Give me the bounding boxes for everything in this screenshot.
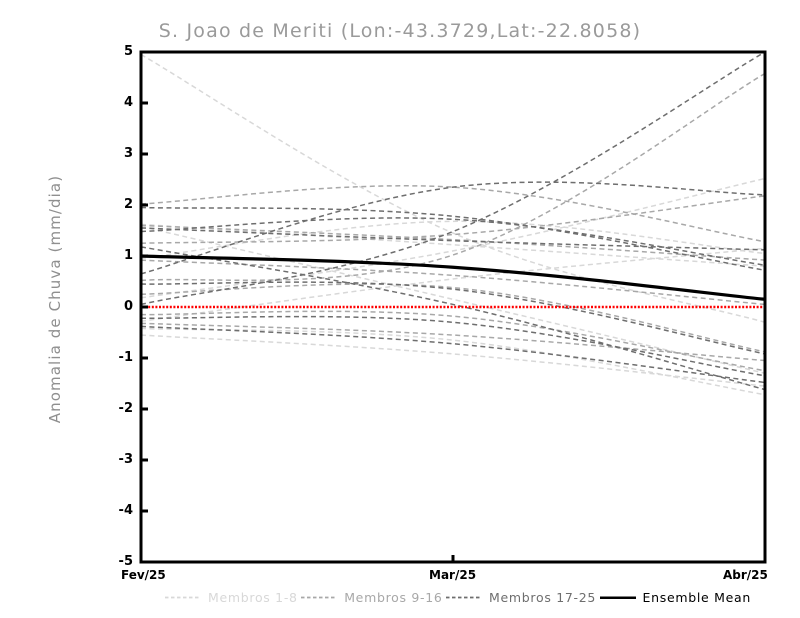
legend-item: Membros 9-16 bbox=[301, 590, 442, 605]
chart-legend: Membros 1-8 Membros 9-16 Membros 17-25 Ense… bbox=[141, 586, 765, 608]
legend-item: Membros 1-8 bbox=[165, 590, 298, 605]
legend-label: Membros 1-8 bbox=[208, 589, 298, 605]
member-line bbox=[141, 181, 765, 275]
member-line bbox=[141, 177, 765, 299]
member-line bbox=[141, 334, 765, 387]
y-tick-label: 3 bbox=[123, 146, 133, 161]
member-line bbox=[141, 52, 765, 306]
member-line bbox=[141, 281, 765, 355]
y-tick-label: 1 bbox=[123, 248, 133, 263]
legend-swatch-icon bbox=[446, 596, 483, 598]
member-line bbox=[141, 72, 765, 282]
member-line bbox=[141, 322, 765, 362]
legend-swatch-icon bbox=[599, 596, 636, 599]
y-tick-label: 4 bbox=[123, 95, 133, 110]
y-tick-label: -4 bbox=[118, 503, 133, 518]
legend-label: Ensemble Mean bbox=[642, 589, 751, 605]
y-tick-label: -1 bbox=[118, 350, 133, 365]
x-tick-label: Fev/25 bbox=[121, 568, 166, 582]
member-line bbox=[141, 195, 765, 244]
member-line bbox=[141, 325, 765, 384]
legend-label: Membros 9-16 bbox=[344, 589, 443, 605]
ensemble-mean-layer bbox=[141, 254, 765, 301]
legend-item: Membros 17-25 bbox=[446, 590, 596, 605]
member-line bbox=[141, 247, 765, 323]
legend-label: Membros 17-25 bbox=[489, 589, 597, 605]
member-line bbox=[141, 246, 765, 391]
member-line bbox=[141, 53, 765, 324]
member-line bbox=[141, 206, 765, 272]
member-line bbox=[141, 327, 765, 396]
y-tick-label: 5 bbox=[123, 44, 133, 59]
y-tick-label: 2 bbox=[123, 197, 133, 212]
legend-swatch-icon bbox=[165, 596, 201, 598]
y-tick-label: 0 bbox=[123, 299, 133, 314]
legend-item: Ensemble Mean bbox=[599, 589, 751, 605]
x-tick-label: Mar/25 bbox=[429, 568, 477, 582]
y-tick-label: -2 bbox=[118, 401, 133, 416]
legend-swatch-icon bbox=[301, 596, 338, 598]
page-title: S. Joao de Meriti (Lon:-43.3729,Lat:-22.… bbox=[158, 20, 642, 42]
series-layer bbox=[141, 52, 765, 396]
x-tick-label: Abr/25 bbox=[723, 568, 768, 582]
y-tick-label: -5 bbox=[118, 554, 133, 569]
member-line bbox=[141, 227, 765, 251]
member-line bbox=[141, 185, 765, 243]
member-line bbox=[141, 310, 765, 372]
y-tick-label: -3 bbox=[118, 452, 133, 467]
axis-frame-layer bbox=[139, 50, 767, 564]
ensemble-mean-line bbox=[141, 254, 765, 301]
member-line bbox=[141, 283, 765, 353]
member-line bbox=[141, 225, 765, 375]
